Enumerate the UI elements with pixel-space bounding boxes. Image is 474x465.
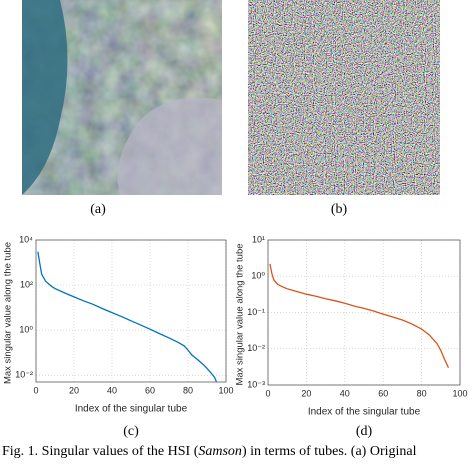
chart: 0 20 40 60 80 100 10⁻² 10⁰ 10² 10⁴ Index of the si… (3, 234, 234, 439)
y-axis-label: Max singular value along the tube (235, 243, 246, 385)
caption-text: ) in terms of tubes. (a) Original (242, 444, 417, 459)
x-tick-label: 0 (265, 388, 270, 398)
chart: 0 20 40 60 80 100 10⁻³ 10⁻² 10⁻¹ 10⁰ 10¹ Index of t… (235, 234, 468, 439)
y-tick-label: 10⁻¹ (247, 307, 265, 317)
caption-text: Samson (198, 444, 242, 459)
y-tick-label: 10⁻³ (247, 379, 265, 389)
axes-box (35, 239, 227, 383)
y-tick-label: 10¹ (252, 234, 265, 244)
x-axis-label: Index of the singular tube (75, 404, 188, 415)
axes-box (267, 239, 461, 386)
x-tick-label: 40 (340, 388, 350, 398)
caption: Fig. 1. Singular values of the HSI (Sams… (2, 444, 417, 459)
x-tick-label: 100 (452, 388, 467, 398)
y-tick-label: 10⁻² (247, 343, 265, 353)
caption-text: Fig. 1. Singular values of the HSI ( (2, 444, 199, 459)
panel-label: (a) (90, 202, 106, 217)
data-line (37, 251, 218, 383)
x-tick-label: 0 (33, 385, 38, 395)
y-axis-label: Max singular value along the tube (3, 242, 14, 384)
data-line (269, 263, 450, 368)
x-tick-label: 60 (378, 388, 388, 398)
x-tick-label: 20 (301, 388, 311, 398)
plot-area (36, 240, 226, 382)
x-axis-label: Index of the singular tube (308, 407, 421, 418)
y-tick-label: 10⁰ (19, 325, 33, 335)
y-tick-label: 10⁻² (15, 370, 33, 380)
x-tick-label: 80 (183, 385, 193, 395)
x-tick-label: 100 (218, 385, 233, 395)
panel-label: (d) (356, 424, 373, 439)
panel-label: (c) (123, 424, 139, 439)
image-a (22, 0, 222, 195)
x-tick-label: 60 (145, 385, 155, 395)
y-tick-label: 10⁴ (19, 234, 33, 244)
image-b (248, 0, 440, 195)
panel-label: (b) (331, 202, 348, 217)
x-tick-label: 20 (69, 385, 79, 395)
x-tick-label: 80 (417, 388, 427, 398)
x-tick-label: 40 (107, 385, 117, 395)
y-tick-label: 10² (20, 279, 33, 289)
y-tick-label: 10⁰ (251, 271, 265, 281)
